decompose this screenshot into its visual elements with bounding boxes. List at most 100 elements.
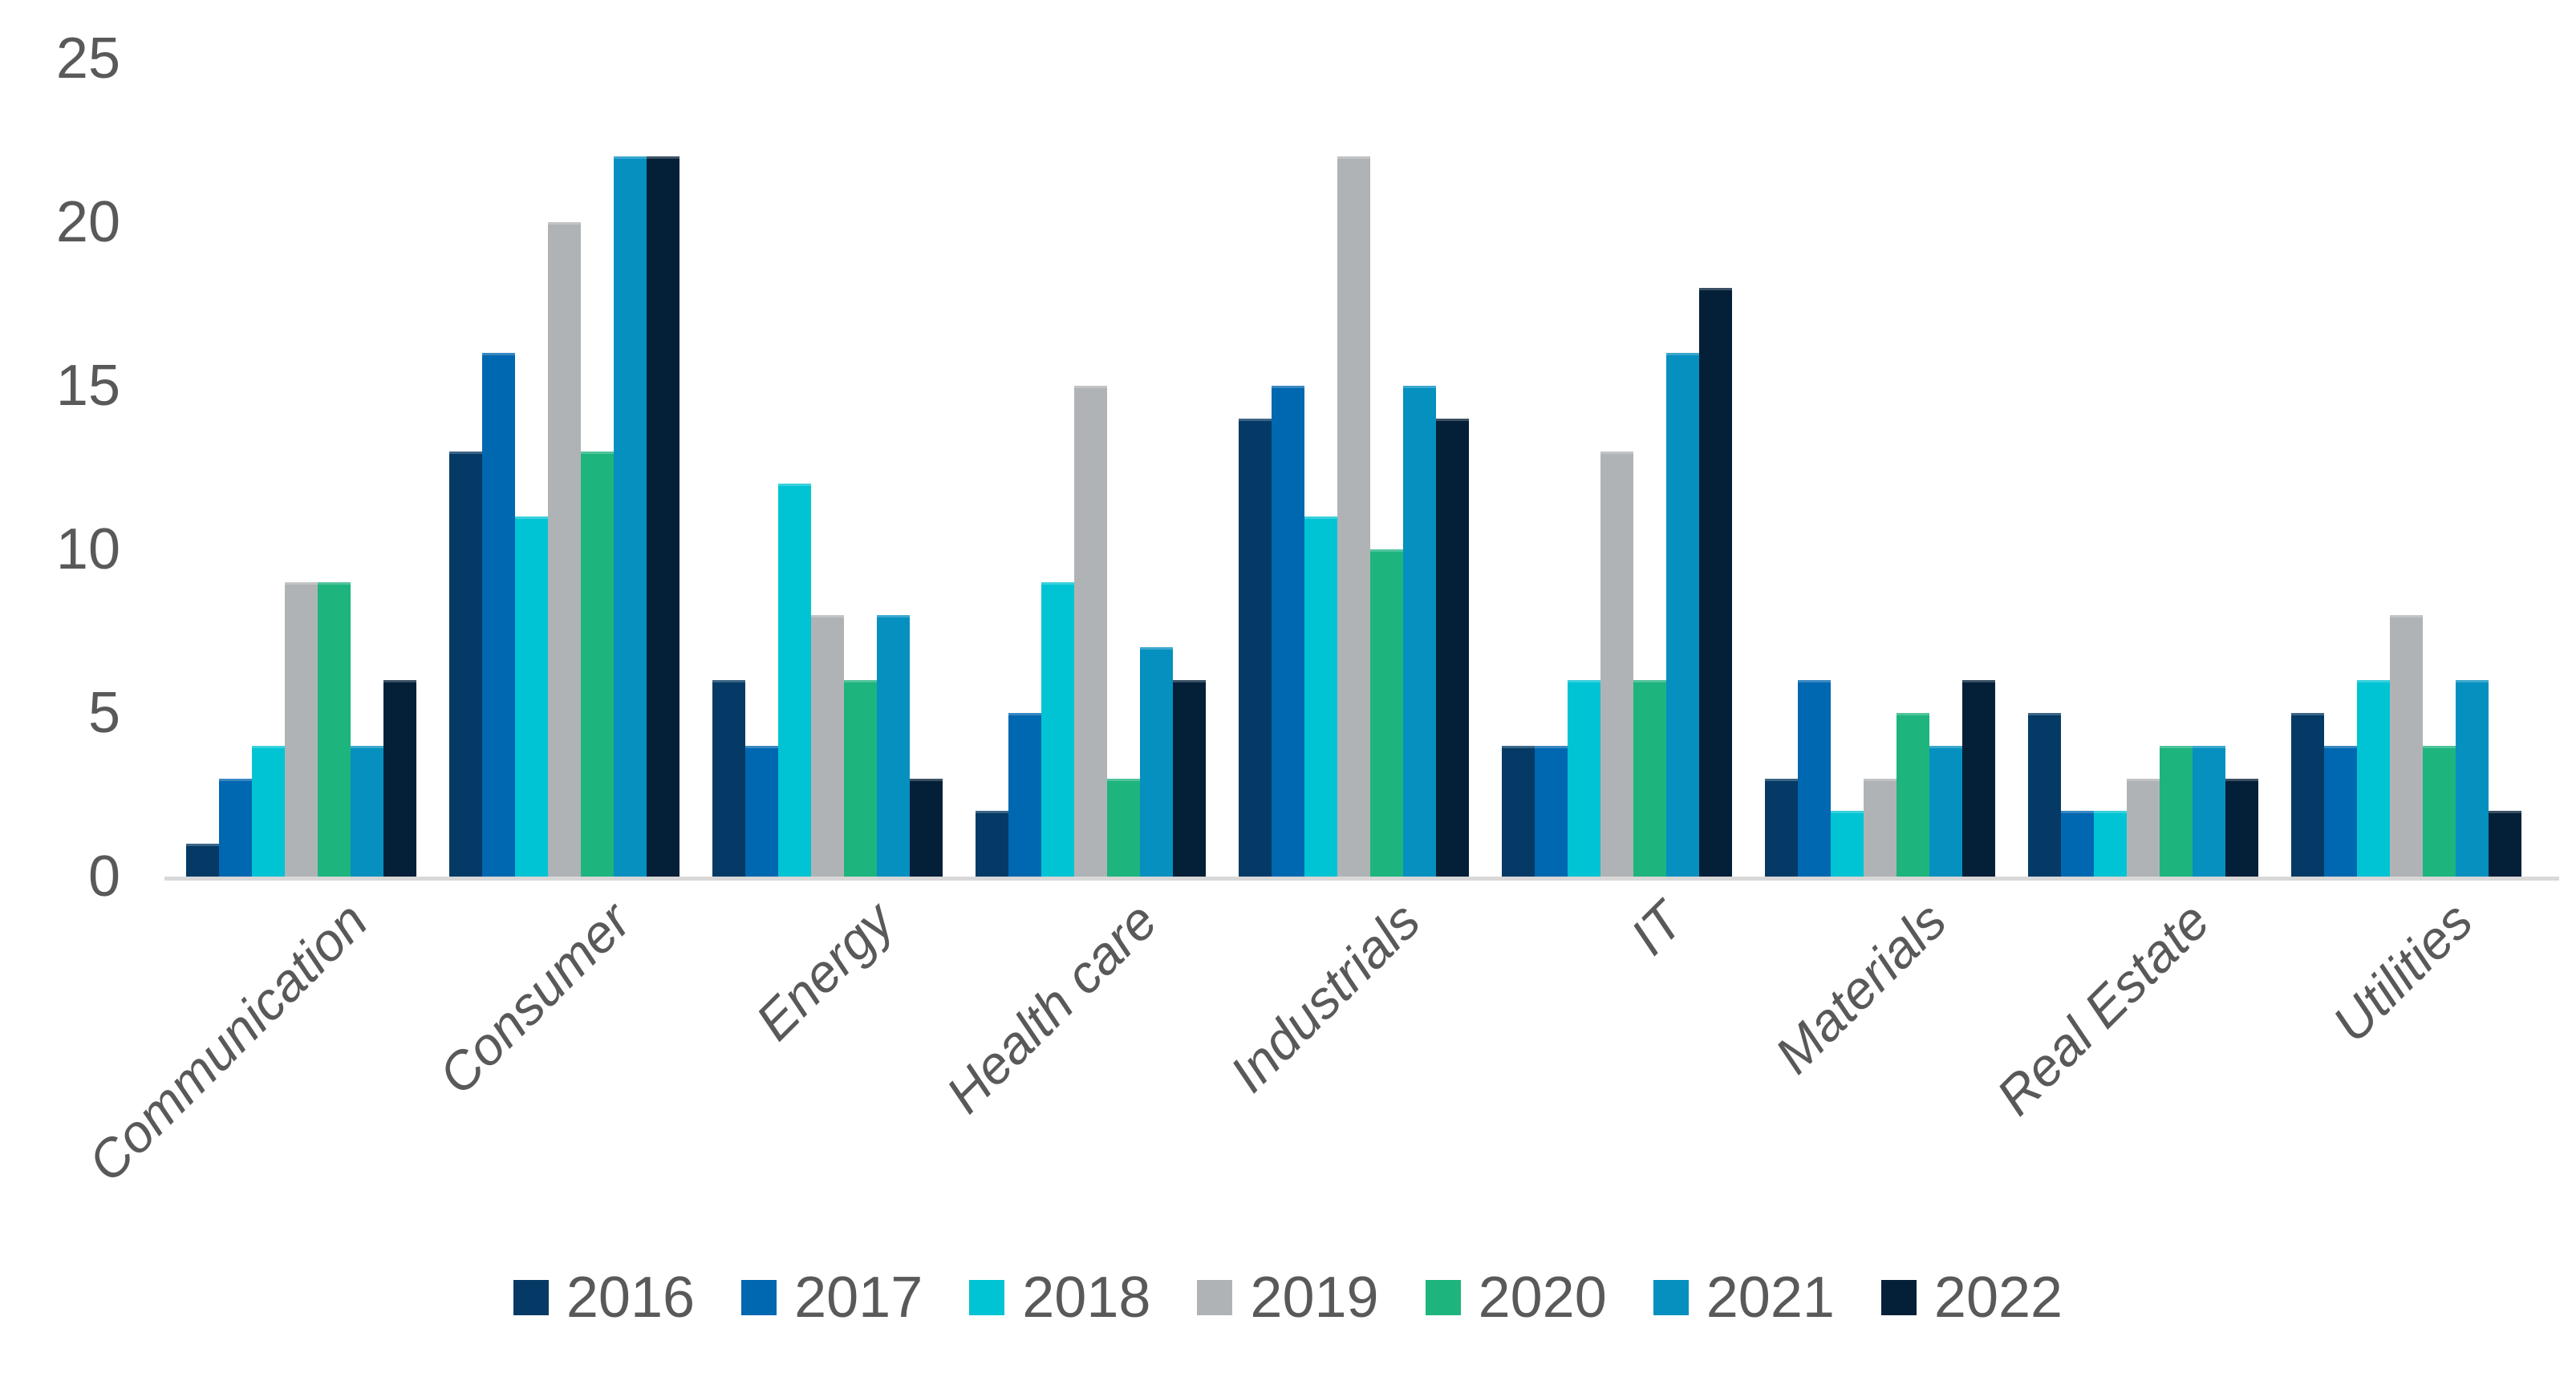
bar-2019-utilities — [2390, 614, 2423, 877]
legend-item-2019: 2019 — [1197, 1266, 1379, 1330]
bar-2016-materials — [1765, 778, 1798, 877]
bar-2018-industrials — [1304, 516, 1337, 877]
bar-2017-utilities — [2324, 745, 2357, 877]
legend-label-2017: 2017 — [794, 1266, 923, 1330]
bar-2016-it — [1502, 745, 1535, 877]
bar-2017-it — [1535, 745, 1568, 877]
bar-2022-energy — [910, 778, 943, 877]
bar-2016-consumer — [449, 451, 482, 877]
legend-swatch-2016 — [513, 1280, 549, 1315]
bar-2019-energy — [811, 614, 844, 877]
bar-group-communication — [186, 581, 416, 877]
legend-swatch-2022 — [1880, 1280, 1917, 1315]
bar-group-real-estate — [2028, 713, 2258, 877]
bar-2018-energy — [778, 484, 811, 877]
bar-2017-energy — [745, 745, 778, 877]
bar-2016-utilities — [2291, 713, 2324, 877]
legend-swatch-2019 — [1197, 1280, 1233, 1315]
bar-group-energy — [712, 484, 943, 877]
x-axis-line — [164, 877, 2559, 881]
bar-2021-energy — [877, 614, 910, 877]
legend-swatch-2018 — [969, 1280, 1005, 1315]
bar-2016-real-estate — [2028, 713, 2061, 877]
bar-2019-real-estate — [2127, 778, 2160, 877]
bar-2017-communication — [219, 778, 252, 877]
bar-2020-energy — [844, 680, 877, 877]
bar-2022-it — [1699, 287, 1732, 877]
bar-group-it — [1502, 287, 1732, 877]
bar-2021-consumer — [614, 156, 647, 877]
bar-2019-industrials — [1337, 156, 1370, 877]
legend-label-2019: 2019 — [1250, 1266, 1379, 1330]
legend-item-2022: 2022 — [1880, 1266, 2063, 1330]
bar-2021-industrials — [1403, 386, 1436, 877]
legend-item-2016: 2016 — [513, 1266, 695, 1330]
bar-2016-energy — [712, 680, 745, 877]
bar-2022-materials — [1962, 680, 1995, 877]
bar-2021-it — [1666, 353, 1699, 877]
bar-2018-it — [1568, 680, 1600, 877]
bar-2017-materials — [1798, 680, 1831, 877]
bar-2021-real-estate — [2193, 745, 2225, 877]
bar-2020-it — [1633, 680, 1666, 877]
bar-2022-consumer — [647, 156, 679, 877]
bar-2019-consumer — [548, 222, 581, 877]
y-tick-label-25: 25 — [55, 26, 120, 91]
bar-2016-industrials — [1239, 418, 1272, 877]
bar-2022-utilities — [2489, 811, 2521, 877]
bar-2019-health-care — [1074, 386, 1107, 877]
legend-label-2016: 2016 — [566, 1266, 696, 1330]
bar-2022-health-care — [1173, 680, 1206, 877]
bar-2019-materials — [1864, 778, 1897, 877]
bar-group-industrials — [1239, 156, 1469, 877]
legend-item-2021: 2021 — [1653, 1266, 1835, 1330]
bar-group-consumer — [449, 156, 679, 877]
bar-2017-industrials — [1272, 386, 1304, 877]
bar-2016-health-care — [976, 811, 1008, 877]
bar-2016-communication — [186, 844, 219, 877]
bar-2020-utilities — [2423, 745, 2456, 877]
legend-item-2020: 2020 — [1425, 1266, 1607, 1330]
bar-2018-utilities — [2357, 680, 2390, 877]
bar-2020-industrials — [1370, 549, 1403, 877]
bar-2020-materials — [1897, 713, 1929, 877]
bar-group-health-care — [976, 386, 1206, 877]
legend-swatch-2020 — [1425, 1280, 1461, 1315]
bar-2020-communication — [318, 581, 351, 877]
bar-2018-consumer — [515, 516, 548, 877]
bar-2017-real-estate — [2061, 811, 2094, 877]
bar-2020-consumer — [581, 451, 614, 877]
y-tick-label-5: 5 — [87, 681, 120, 745]
y-tick-label-10: 10 — [55, 517, 120, 581]
bar-2019-communication — [285, 581, 318, 877]
bar-2021-health-care — [1140, 647, 1173, 877]
legend-label-2022: 2022 — [1933, 1266, 2063, 1330]
legend-label-2021: 2021 — [1706, 1266, 1835, 1330]
bar-2018-real-estate — [2094, 811, 2127, 877]
bar-2022-real-estate — [2225, 778, 2258, 877]
bar-2021-utilities — [2456, 680, 2489, 877]
bar-2018-materials — [1831, 811, 1864, 877]
bar-group-materials — [1765, 680, 1995, 877]
bar-group-utilities — [2291, 614, 2521, 877]
legend-item-2018: 2018 — [969, 1266, 1150, 1330]
bar-2020-health-care — [1107, 778, 1140, 877]
legend-item-2017: 2017 — [741, 1266, 923, 1330]
legend: 2016 2017 2018 2019 2020 2021 2022 — [0, 1266, 2576, 1330]
bar-2018-health-care — [1041, 581, 1074, 877]
bar-2019-it — [1600, 451, 1633, 877]
bar-2021-materials — [1929, 745, 1962, 877]
y-tick-label-20: 20 — [55, 190, 120, 254]
legend-label-2020: 2020 — [1478, 1266, 1607, 1330]
legend-label-2018: 2018 — [1022, 1266, 1151, 1330]
y-tick-label-0: 0 — [87, 844, 120, 909]
bar-2017-consumer — [482, 353, 515, 877]
bar-2018-communication — [252, 745, 285, 877]
bar-2022-communication — [383, 680, 416, 877]
bar-2020-real-estate — [2160, 745, 2193, 877]
bar-2017-health-care — [1008, 713, 1041, 877]
y-tick-label-15: 15 — [55, 354, 120, 418]
bar-2022-industrials — [1436, 418, 1469, 877]
legend-swatch-2017 — [741, 1280, 777, 1315]
